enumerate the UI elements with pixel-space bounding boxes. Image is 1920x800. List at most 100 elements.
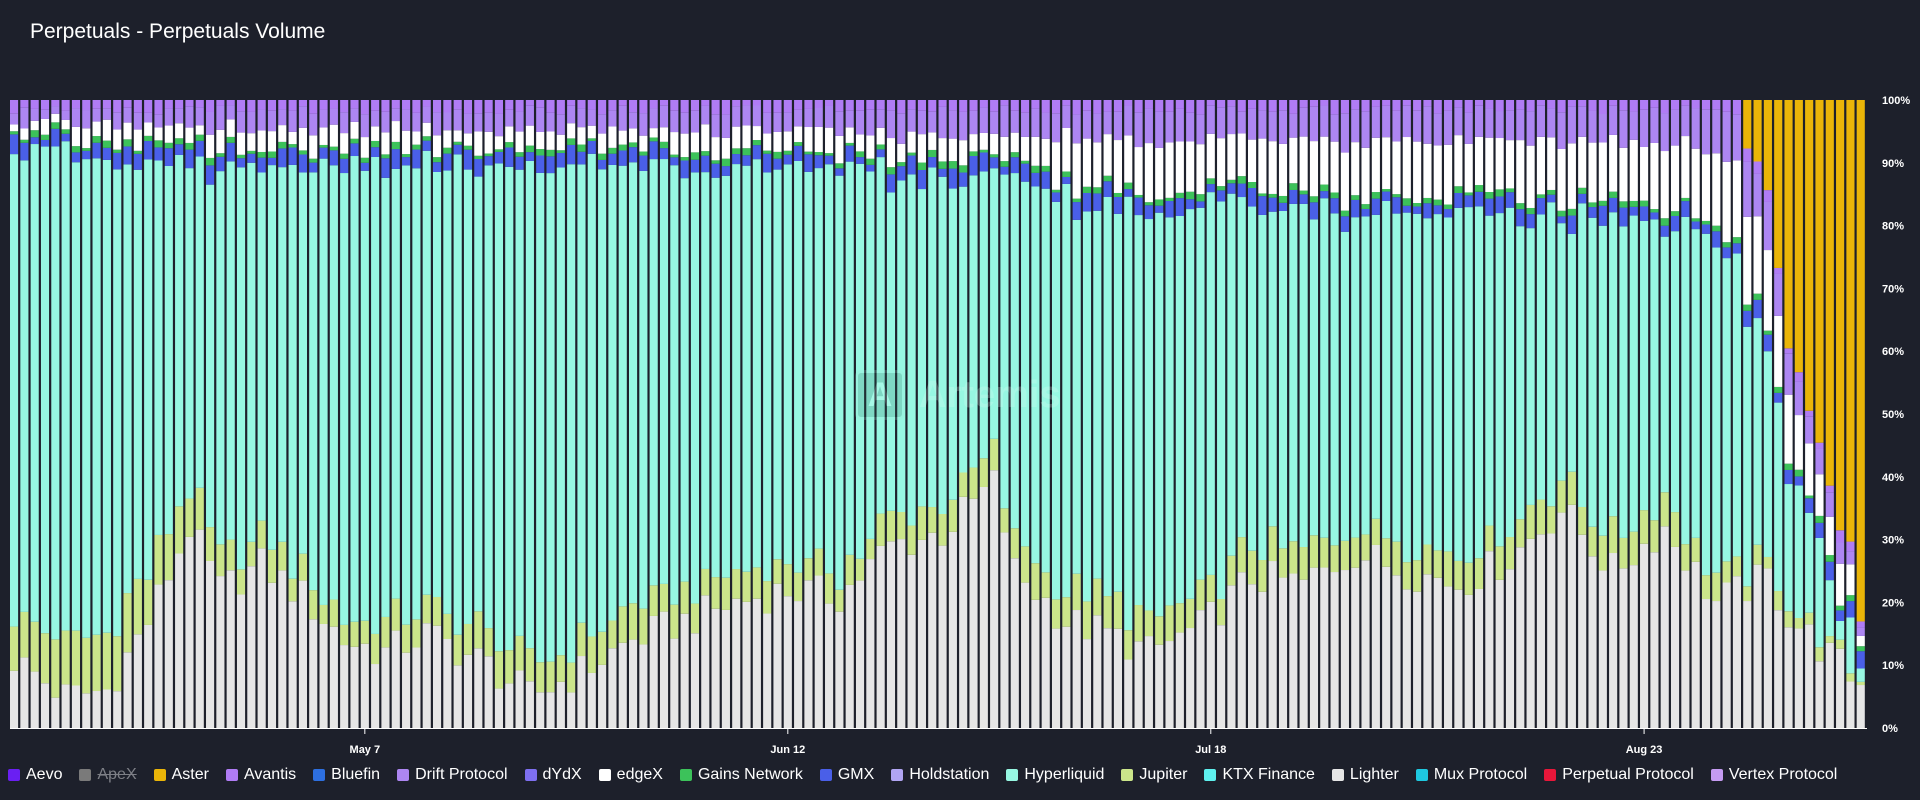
legend-item-hyperliquid[interactable]: Hyperliquid [1006,766,1104,784]
bar-segment-gains-network [773,151,782,159]
legend-item-aevo[interactable]: Aevo [8,766,62,784]
bar [1402,100,1411,728]
bar-segment-drift-protocol [340,112,349,134]
legend-swatch [153,769,166,781]
bar-segment-avantis [1113,100,1122,112]
bar-segment-avantis [1082,100,1092,111]
legend-item-ktx-finance[interactable]: KTX Finance [1204,766,1315,784]
bar-segment-drift-protocol [453,109,462,131]
bar-segment-drift-protocol [71,108,81,127]
legend-item-mux-protocol[interactable]: Mux Protocol [1415,766,1527,784]
bar-segment-aster [1805,100,1814,411]
legend-item-avantis[interactable]: Avantis [225,766,296,784]
bar-segment-gains-network [825,153,834,156]
bar-segment-gains-network [1464,192,1473,196]
bar-segment-hyperliquid [618,165,627,607]
bar-segment-edgex [1382,137,1391,190]
bar-segment-gmx [92,142,101,159]
bar-segment-edgex [1196,144,1205,195]
legend-item-gmx[interactable]: GMX [819,766,874,784]
bar-segment-drift-protocol [928,111,937,133]
legend-item-aster[interactable]: Aster [153,766,209,784]
bar-segment-avantis [1815,442,1824,449]
bar-segment-hyperliquid [505,166,514,651]
bar-segment-gains-network [1144,202,1153,206]
bar-segment-gmx [1578,193,1587,204]
bar-segment-hyperliquid [1526,228,1535,505]
bar-segment-lighter [773,583,782,728]
legend-item-bluefin[interactable]: Bluefin [313,766,380,784]
bar-segment-lighter [1444,586,1453,728]
bar-segment-lighter [1227,585,1236,728]
bar-segment-lighter [752,598,761,728]
bar-segment-edgex [1619,147,1628,202]
bar-segment-gmx [102,147,111,160]
bar-segment-gmx [1371,198,1380,215]
bar-segment-lighter [371,664,380,728]
bar-segment-drift-protocol [1743,161,1752,217]
bar-segment-lighter [412,647,421,728]
bar-segment-gmx [763,153,772,173]
bar-segment-edgex [804,127,813,152]
legend-item-gains-network[interactable]: Gains Network [679,766,803,784]
legend-item-lighter[interactable]: Lighter [1331,766,1399,784]
bar-segment-edgex [278,125,287,142]
bar-segment-drift-protocol [1196,114,1205,145]
legend-item-holdstation[interactable]: Holdstation [891,766,989,784]
bar-segment-edgex [329,124,338,147]
legend-item-perpetual-protocol[interactable]: Perpetual Protocol [1544,766,1694,784]
bar-segment-drift-protocol [1021,112,1030,137]
x-axis: May 7 Jun 12 Jul 18 Aug 23 [10,728,1867,756]
legend-label: Aevo [26,766,63,783]
legend-item-edgex[interactable]: edgeX [598,766,663,784]
bar-segment-hyperliquid [907,174,916,526]
bar-segment-lighter [1774,610,1783,728]
bar-segment-edgex [381,132,390,155]
bar-segment-drift-protocol [1113,111,1122,141]
bar-segment-avantis [618,100,627,106]
legend-item-apex[interactable]: ApeX [79,766,137,784]
bar-segment-jupiter [1805,612,1814,625]
bar-segment-gains-network [360,157,369,163]
bar-segment-hyperliquid [1516,226,1525,520]
bar [763,100,772,728]
bar-segment-lighter [1588,556,1597,728]
bar-segment-avantis [1722,100,1731,112]
bar-segment-edgex [82,128,91,149]
legend-item-jupiter[interactable]: Jupiter [1121,766,1187,784]
bar-segment-jupiter [1856,681,1865,686]
bar-segment-avantis [732,100,741,107]
bar-segment-hyperliquid [1051,201,1061,600]
bar [1113,100,1122,728]
bar-segment-gains-network [1217,186,1226,191]
bar [1547,100,1556,728]
legend-item-drift-protocol[interactable]: Drift Protocol [397,766,508,784]
bar-segment-jupiter [329,599,338,627]
bar-segment-gains-network [1423,197,1432,204]
bar-segment-hyperliquid [1340,231,1349,541]
bar [1536,100,1545,728]
bar-segment-lighter [453,665,462,728]
bar-segment-lighter [216,576,225,728]
bar-segment-hyperliquid [835,175,844,590]
bar-segment-lighter [1743,601,1752,728]
bar [443,100,452,728]
bar-segment-avantis [1660,100,1669,114]
bar-segment-lighter [432,625,442,728]
bar-segment-gmx [1805,498,1814,513]
bar [381,100,390,728]
legend-item-vertex-protocol[interactable]: Vertex Protocol [1710,766,1837,784]
bar [340,100,349,728]
bar-segment-drift-protocol [680,112,689,134]
bar [814,100,823,728]
legend-item-dydx[interactable]: dYdX [524,766,582,784]
bar-segment-jupiter [1598,535,1607,571]
bar-segment-avantis [144,100,153,113]
bar-segment-avantis [236,100,246,112]
bar-segment-drift-protocol [948,110,957,139]
bar-segment-drift-protocol [1485,108,1494,138]
bar-segment-lighter [763,613,772,728]
bar-segment-jupiter [133,578,142,635]
bar-segment-jupiter [794,572,803,602]
bar-segment-lighter [1485,551,1494,728]
